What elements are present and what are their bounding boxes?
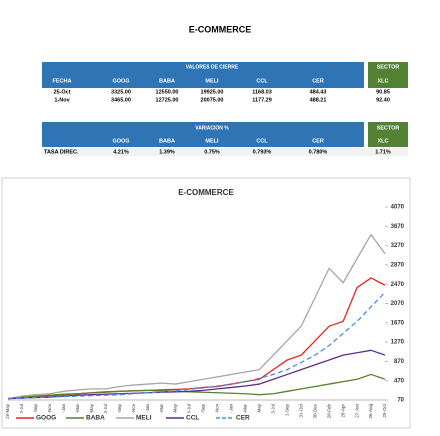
column-header: GOOG <box>112 78 129 84</box>
x-tick-label: 28-Feb <box>326 404 331 419</box>
y-tick-label: 2870 <box>391 262 405 268</box>
x-tick-label: 6-Sep <box>201 404 206 417</box>
x-tick-label: 31-Oct <box>298 403 303 417</box>
x-tick-label: 10-Mar <box>159 404 164 419</box>
chart-title: E-COMMERCE <box>178 188 234 197</box>
legend-label: GOOG <box>36 415 56 422</box>
y-tick-label: 1670 <box>391 320 405 326</box>
y-tick-label: 2470 <box>391 282 405 288</box>
sector-band <box>368 62 408 88</box>
column-header: XLC <box>378 78 389 84</box>
x-tick-label: 30-Dec <box>312 403 317 418</box>
table-cell: 0.793% <box>253 149 272 155</box>
table-cell: 1-Nov <box>54 97 70 103</box>
x-tick-label: 11-Sep <box>117 404 122 419</box>
sector-header: SECTOR <box>377 64 400 70</box>
y-tick-label: 470 <box>394 378 405 384</box>
sector-header: SECTOR <box>377 125 400 131</box>
table-cell: 484.43 <box>310 89 327 95</box>
table-cell: TASA DIREC. <box>44 149 79 155</box>
x-tick-label: 18-Jul <box>19 404 24 416</box>
x-tick-label: 10-Nov <box>131 403 136 418</box>
x-tick-label: 3-Jul <box>270 404 275 414</box>
header-band <box>42 122 364 147</box>
table-cell: 12725.00 <box>156 97 179 103</box>
y-tick-label: 3270 <box>391 243 405 249</box>
y-tick-label: 4070 <box>391 205 405 211</box>
x-tick-label: 5-Nov <box>215 403 220 416</box>
x-tick-label: 15-Nov <box>47 403 52 418</box>
y-tick-label: 2070 <box>391 301 405 307</box>
x-tick-label: 28-Apr <box>340 404 345 418</box>
group-header: VALORES DE CIERRE <box>186 64 239 70</box>
table-cell: 3465.00 <box>111 97 131 103</box>
table-cell: 90.85 <box>376 89 390 95</box>
chart-frame <box>1 177 411 429</box>
column-header: GOOG <box>112 138 129 144</box>
x-tick-label: 1-Sep <box>284 404 289 417</box>
legend-label: MELI <box>136 415 152 422</box>
table-cell: 20075.00 <box>201 97 224 103</box>
series-line <box>7 291 386 400</box>
row-band <box>42 148 408 156</box>
column-header: XLC <box>378 138 389 144</box>
x-tick-label: 9-May <box>173 403 178 416</box>
legend-label: CER <box>236 415 250 422</box>
y-tick-label: 70 <box>397 398 404 404</box>
column-header: FECHA <box>53 78 72 84</box>
column-header: BABA <box>159 138 175 144</box>
x-tick-label: 14-Jan <box>61 404 66 418</box>
table-cell: 4.21% <box>113 149 129 155</box>
group-header: VARIACION % <box>195 125 229 131</box>
column-header: CCL <box>256 78 268 84</box>
table-cell: 0.75% <box>204 149 220 155</box>
y-tick-label: 870 <box>394 359 405 365</box>
sector-band <box>368 122 408 147</box>
x-tick-label: 4-May <box>257 403 262 416</box>
x-tick-label: 13-Jul <box>103 404 108 416</box>
legend-label: BABA <box>86 415 105 422</box>
page-title: E-COMMERCE <box>189 24 252 34</box>
table-cell: 92.40 <box>376 97 390 103</box>
table-cell: 1.39% <box>159 149 175 155</box>
table-cell: 1168.03 <box>252 89 272 95</box>
column-header: MELI <box>205 78 219 84</box>
x-tick-label: 27-Jun <box>354 404 359 418</box>
series-line <box>7 373 386 400</box>
column-header: MELI <box>205 138 219 144</box>
x-tick-label: 9-Jan <box>145 404 150 416</box>
x-tick-label: 4-Jan <box>229 404 234 416</box>
header-band <box>42 62 364 88</box>
series-line <box>7 233 386 400</box>
column-header: CCL <box>256 138 268 144</box>
series-line <box>7 349 386 400</box>
x-tick-label: 8-Jul <box>187 404 192 414</box>
table-cell: 12550.00 <box>156 89 179 95</box>
x-tick-label: 15-Mar <box>75 404 80 419</box>
x-tick-label: 26-Aug <box>368 404 373 419</box>
legend-background <box>12 413 268 423</box>
legend-label: CCL <box>186 415 199 422</box>
y-tick-label: 1270 <box>391 340 405 346</box>
column-header: CER <box>312 138 324 144</box>
table-cell: 1177.29 <box>252 97 272 103</box>
table-cell: 488.21 <box>310 97 327 103</box>
x-tick-label: 5-Mar <box>243 404 248 416</box>
table-cell: 25-Oct <box>53 89 70 95</box>
table-cell: 0.780% <box>309 149 328 155</box>
column-header: CER <box>312 78 324 84</box>
x-tick-label: 16-Sep <box>33 404 38 419</box>
column-header: BABA <box>159 78 175 84</box>
y-tick-label: 3670 <box>391 224 405 230</box>
x-tick-label: 19-May <box>5 403 10 419</box>
x-tick-label: 25-Oct <box>382 403 387 417</box>
table-cell: 3325.00 <box>111 89 131 95</box>
table-cell: 1.71% <box>375 149 391 155</box>
table-cell: 19925.00 <box>201 89 224 95</box>
x-tick-label: 14-May <box>89 403 94 419</box>
